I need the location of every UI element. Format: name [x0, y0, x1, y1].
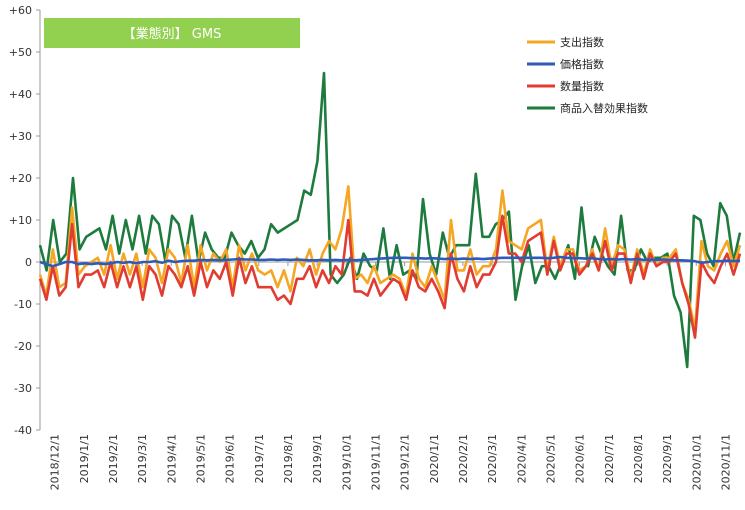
y-tick-label: +10 — [9, 214, 32, 227]
series-line-1 — [39, 255, 741, 268]
x-tick-label: 2020/10/1 — [690, 434, 703, 490]
x-tick-label: 2019/4/1 — [165, 434, 178, 483]
y-axis-ticks: +60 +50 +40 +30 +20 +10 0 -10 -20 -30 -40 — [9, 4, 40, 437]
x-axis-ticks: 2018/12/1 2019/1/1 2019/2/1 2019/3/1 2019/4/… — [49, 262, 732, 490]
x-tick-label: 2019/7/1 — [253, 434, 266, 483]
y-tick-label: -20 — [14, 340, 32, 353]
x-tick-label: 2020/7/1 — [603, 434, 616, 483]
x-tick-label: 2020/2/1 — [457, 434, 470, 483]
y-tick-label: +50 — [9, 46, 32, 59]
chart-title-text: 【業態別】 GMS — [123, 26, 222, 42]
title-background — [44, 18, 300, 48]
x-tick-label: 2020/5/1 — [544, 434, 557, 483]
y-tick-label: 0 — [25, 256, 32, 269]
y-tick-label: -10 — [14, 298, 32, 311]
x-tick-label: 2019/8/1 — [282, 434, 295, 483]
x-tick-label: 2019/10/1 — [340, 434, 353, 490]
legend-label-2: 数量指数 — [560, 79, 604, 93]
x-tick-label: 2019/12/1 — [399, 434, 412, 490]
series-line-3 — [38, 71, 742, 369]
x-tick-label: 2019/3/1 — [136, 434, 149, 483]
x-tick-label: 2020/3/1 — [486, 434, 499, 483]
legend-label-0: 支出指数 — [560, 35, 604, 49]
x-tick-label: 2020/11/1 — [719, 434, 732, 490]
x-tick-label: 2020/4/1 — [515, 434, 528, 483]
x-tick-label: 2018/12/1 — [49, 434, 62, 490]
series-line-2 — [38, 214, 742, 339]
x-tick-label: 2019/11/1 — [369, 434, 382, 490]
series-layer — [38, 71, 742, 369]
x-tick-label: 2019/2/1 — [107, 434, 120, 483]
x-tick-label: 2019/6/1 — [224, 434, 237, 483]
x-tick-label: 2020/9/1 — [661, 434, 674, 483]
x-tick-label: 2020/1/1 — [428, 434, 441, 483]
y-tick-label: +40 — [9, 88, 32, 101]
x-tick-label: 2020/6/1 — [574, 434, 587, 483]
legend-label-3: 商品入替効果指数 — [560, 101, 648, 115]
y-tick-label: +30 — [9, 130, 32, 143]
y-tick-label: -40 — [14, 424, 32, 437]
x-tick-label: 2019/9/1 — [311, 434, 324, 483]
legend-label-1: 価格指数 — [560, 57, 604, 71]
y-tick-label: -30 — [14, 382, 32, 395]
chart-title: 【業態別】 GMS — [44, 18, 300, 48]
x-tick-label: 2019/5/1 — [194, 434, 207, 483]
y-tick-label: +20 — [9, 172, 32, 185]
y-tick-label: +60 — [9, 4, 32, 17]
x-tick-label: 2020/8/1 — [632, 434, 645, 483]
x-tick-label: 2019/1/1 — [78, 434, 91, 483]
